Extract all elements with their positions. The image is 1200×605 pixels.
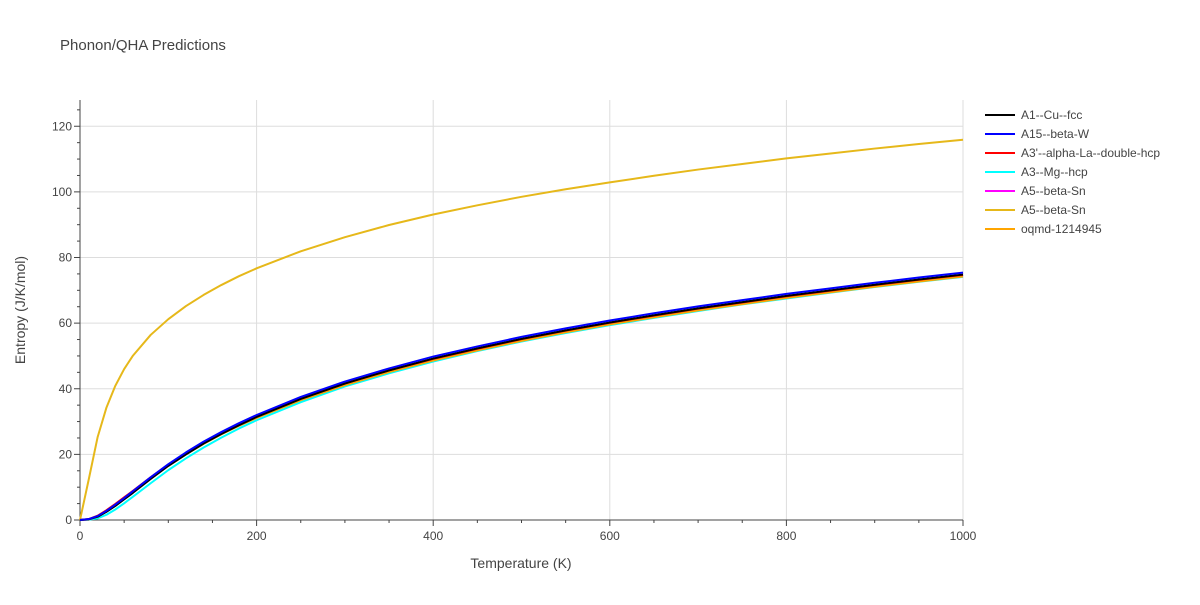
x-tick-label: 800 xyxy=(776,529,796,543)
x-tick-label: 200 xyxy=(247,529,267,543)
legend-label: A3--Mg--hcp xyxy=(1021,165,1088,179)
legend-label: A5--beta-Sn xyxy=(1021,184,1086,198)
series-line-6[interactable] xyxy=(79,275,964,521)
legend-label: oqmd-1214945 xyxy=(1021,222,1102,236)
series-lines xyxy=(79,138,964,521)
legend-label: A15--beta-W xyxy=(1021,127,1090,141)
series-line-5[interactable] xyxy=(79,138,964,521)
y-axis-title: Entropy (J/K/mol) xyxy=(12,256,28,364)
legend-item[interactable]: oqmd-1214945 xyxy=(985,222,1102,236)
x-axis-title: Temperature (K) xyxy=(470,555,571,571)
series-line-4[interactable] xyxy=(79,275,964,521)
legend-item[interactable]: A5--beta-Sn xyxy=(985,203,1086,217)
axes: 0 200 400 600 800 1000 0 20 40 60 80 100 120 xyxy=(52,100,977,543)
series-line-3[interactable] xyxy=(79,275,964,521)
y-tick-label: 40 xyxy=(59,382,73,396)
legend-item[interactable]: A3'--alpha-La--double-hcp xyxy=(985,146,1160,160)
series-line-1[interactable] xyxy=(79,271,964,521)
series-line-0[interactable] xyxy=(79,273,964,521)
y-tick-label: 120 xyxy=(52,119,72,133)
x-tick-label: 1000 xyxy=(950,529,977,543)
legend-item[interactable]: A3--Mg--hcp xyxy=(985,165,1088,179)
legend[interactable]: A1--Cu--fcc A15--beta-W A3'--alpha-La--dou… xyxy=(985,108,1160,236)
legend-label: A3'--alpha-La--double-hcp xyxy=(1021,146,1160,160)
legend-item[interactable]: A5--beta-Sn xyxy=(985,184,1086,198)
chart-title: Phonon/QHA Predictions xyxy=(60,37,226,54)
legend-label: A1--Cu--fcc xyxy=(1021,108,1082,122)
x-tick-label: 400 xyxy=(423,529,443,543)
x-tick-label: 0 xyxy=(77,529,84,543)
legend-item[interactable]: A1--Cu--fcc xyxy=(985,108,1082,122)
y-tick-label: 80 xyxy=(59,251,73,265)
y-tick-label: 0 xyxy=(65,513,72,527)
y-tick-label: 20 xyxy=(59,447,73,461)
x-tick-label: 600 xyxy=(600,529,620,543)
y-tick-label: 60 xyxy=(59,316,73,330)
legend-label: A5--beta-Sn xyxy=(1021,203,1086,217)
legend-item[interactable]: A15--beta-W xyxy=(985,127,1090,141)
y-tick-label: 100 xyxy=(52,185,72,199)
series-line-2[interactable] xyxy=(79,273,964,521)
grid-lines xyxy=(80,100,964,520)
